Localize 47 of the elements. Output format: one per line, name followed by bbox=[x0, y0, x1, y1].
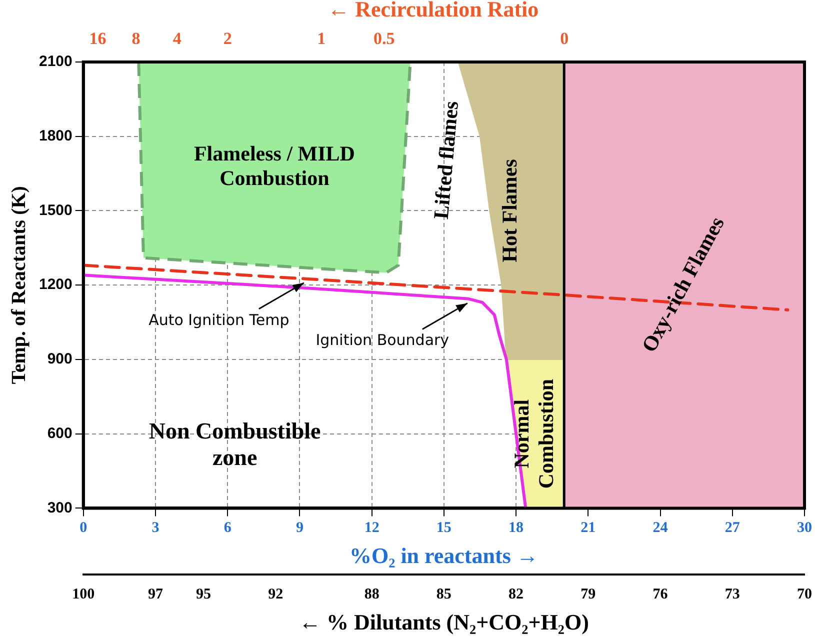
y-tick-label: 1500 bbox=[38, 202, 72, 219]
x2-tick-label: 73 bbox=[724, 586, 740, 602]
text: 0.5 bbox=[373, 29, 395, 48]
x2-tick-label: 76 bbox=[652, 586, 668, 602]
text: ← Recirculation Ratio bbox=[328, 0, 539, 22]
x2-tick-label: 95 bbox=[196, 586, 212, 602]
x-tick-label: 3 bbox=[152, 520, 160, 536]
x2-tick-label: 79 bbox=[580, 586, 596, 602]
annotation: Auto Ignition Temp bbox=[148, 310, 290, 329]
x-tick-label: 9 bbox=[296, 520, 304, 536]
series-label: Flameless / MILD Combustion bbox=[194, 142, 355, 190]
series-label: Normal Combustion bbox=[510, 378, 558, 489]
x-tick-label: 24 bbox=[652, 520, 668, 536]
x-axis-title: %O₂ in reactants → bbox=[349, 543, 538, 568]
x-tick-label: 12 bbox=[364, 520, 380, 536]
x2-axis-title: ← % Dilutants (N₂+CO₂+H₂O) bbox=[298, 609, 589, 634]
x2-tick-label: 88 bbox=[364, 586, 380, 602]
text: 0 bbox=[560, 29, 569, 48]
annotation: Lifted flames bbox=[428, 100, 464, 220]
x-tick-label: 15 bbox=[436, 520, 452, 536]
annotation: Non Combustible zone bbox=[148, 418, 321, 470]
text: 1 bbox=[317, 29, 326, 48]
annotation: Ignition Boundary bbox=[316, 331, 450, 350]
x2-tick-label: 100 bbox=[72, 586, 95, 602]
text: 8 bbox=[132, 29, 140, 48]
x-tick-label: 6 bbox=[224, 520, 232, 536]
y-tick-label: 300 bbox=[47, 499, 72, 516]
text: 16 bbox=[89, 29, 106, 48]
x2-tick-label: 82 bbox=[508, 586, 524, 602]
y-tick-label: 900 bbox=[47, 350, 72, 368]
series-label: Hot Flames bbox=[498, 159, 522, 262]
y-axis-title: Temp. of Reactants (K) bbox=[8, 186, 30, 384]
x-tick-label: 30 bbox=[797, 520, 812, 536]
y-tick-label: 600 bbox=[47, 424, 72, 442]
y-tick-label: 2100 bbox=[38, 53, 72, 70]
text: 4 bbox=[172, 29, 182, 48]
x-tick-label: 0 bbox=[80, 520, 88, 536]
x-tick-label: 18 bbox=[508, 520, 524, 536]
text: 2 bbox=[223, 29, 232, 48]
x-tick-label: 27 bbox=[724, 520, 740, 536]
x2-tick-label: 85 bbox=[436, 586, 452, 602]
x2-tick-label: 70 bbox=[797, 586, 812, 602]
x-tick-label: 21 bbox=[580, 520, 596, 536]
x2-tick-label: 92 bbox=[268, 586, 284, 602]
y-tick-label: 1800 bbox=[38, 128, 72, 145]
x2-tick-label: 97 bbox=[148, 586, 164, 602]
y-tick-label: 1200 bbox=[38, 276, 72, 294]
